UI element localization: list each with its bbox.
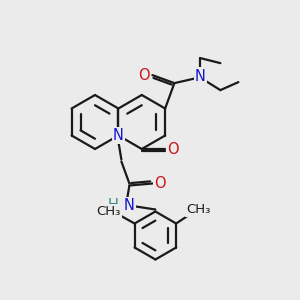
Text: N: N: [195, 69, 206, 84]
Text: N: N: [124, 198, 135, 213]
Text: H: H: [108, 198, 119, 213]
Text: CH₃: CH₃: [186, 203, 210, 216]
Text: O: O: [167, 142, 178, 157]
Text: O: O: [139, 68, 150, 82]
Text: N: N: [113, 128, 124, 143]
Text: O: O: [154, 176, 166, 191]
Text: CH₃: CH₃: [96, 205, 121, 218]
